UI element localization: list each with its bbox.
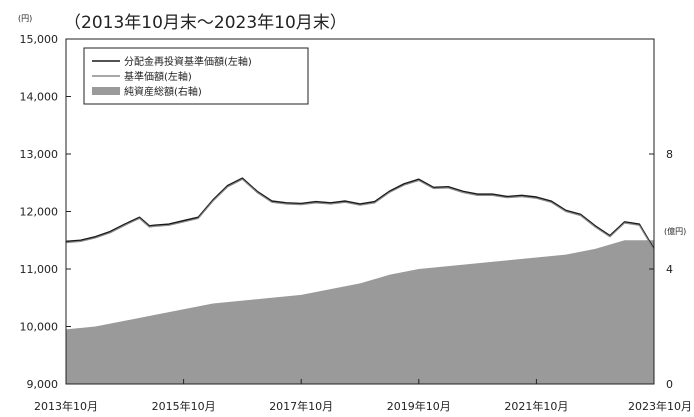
x-tick-label: 2015年10月 [152,399,216,413]
right-axis: 8 4 0 [649,148,673,391]
series-2-area [66,240,654,384]
legend-box [83,47,309,105]
right-tick-label: 0 [666,378,673,391]
left-axis: 15,000 14,000 13,000 12,000 11,000 10,000 9,00… [20,33,71,391]
left-tick-label: 12,000 [20,206,59,219]
legend-label-series-2: 純資産総額(右軸) [124,85,202,98]
x-tick-label: 2013年10月 [34,399,98,413]
x-axis: 2013年10月 2015年10月 2017年10月 2019年10月 2021年10月… [34,379,692,413]
chart-title: （2013年10月末～2023年10月末） [64,13,347,33]
series-1-line [65,178,655,251]
legend-swatch-series-2 [92,87,120,95]
x-tick-label: 2017年10月 [269,399,333,413]
left-axis-unit: (円) [18,14,32,23]
right-tick-label: 4 [666,263,673,276]
left-tick-label: 13,000 [20,148,59,161]
legend: 分配金再投資基準価額(左軸) 基準価額(左軸) 純資産総額(右軸) [83,47,309,105]
left-tick-label: 10,000 [20,321,59,334]
right-tick-label: 8 [666,148,673,161]
right-axis-unit: (億円) [664,226,686,236]
legend-label-series-1: 基準価額(左軸) [124,70,192,83]
line-layer [65,177,655,251]
left-tick-label: 9,000 [27,378,59,391]
x-tick-label: 2023年10月 [628,399,692,413]
left-tick-label: 14,000 [20,91,59,104]
legend-label-series-0: 分配金再投資基準価額(左軸) [124,55,252,68]
x-tick-label: 2021年10月 [504,399,568,413]
x-tick-label: 2019年10月 [387,399,451,413]
series-0-line [65,177,655,250]
left-tick-label: 11,000 [20,263,59,276]
area-layer [66,240,654,384]
left-tick-label: 15,000 [20,33,59,46]
